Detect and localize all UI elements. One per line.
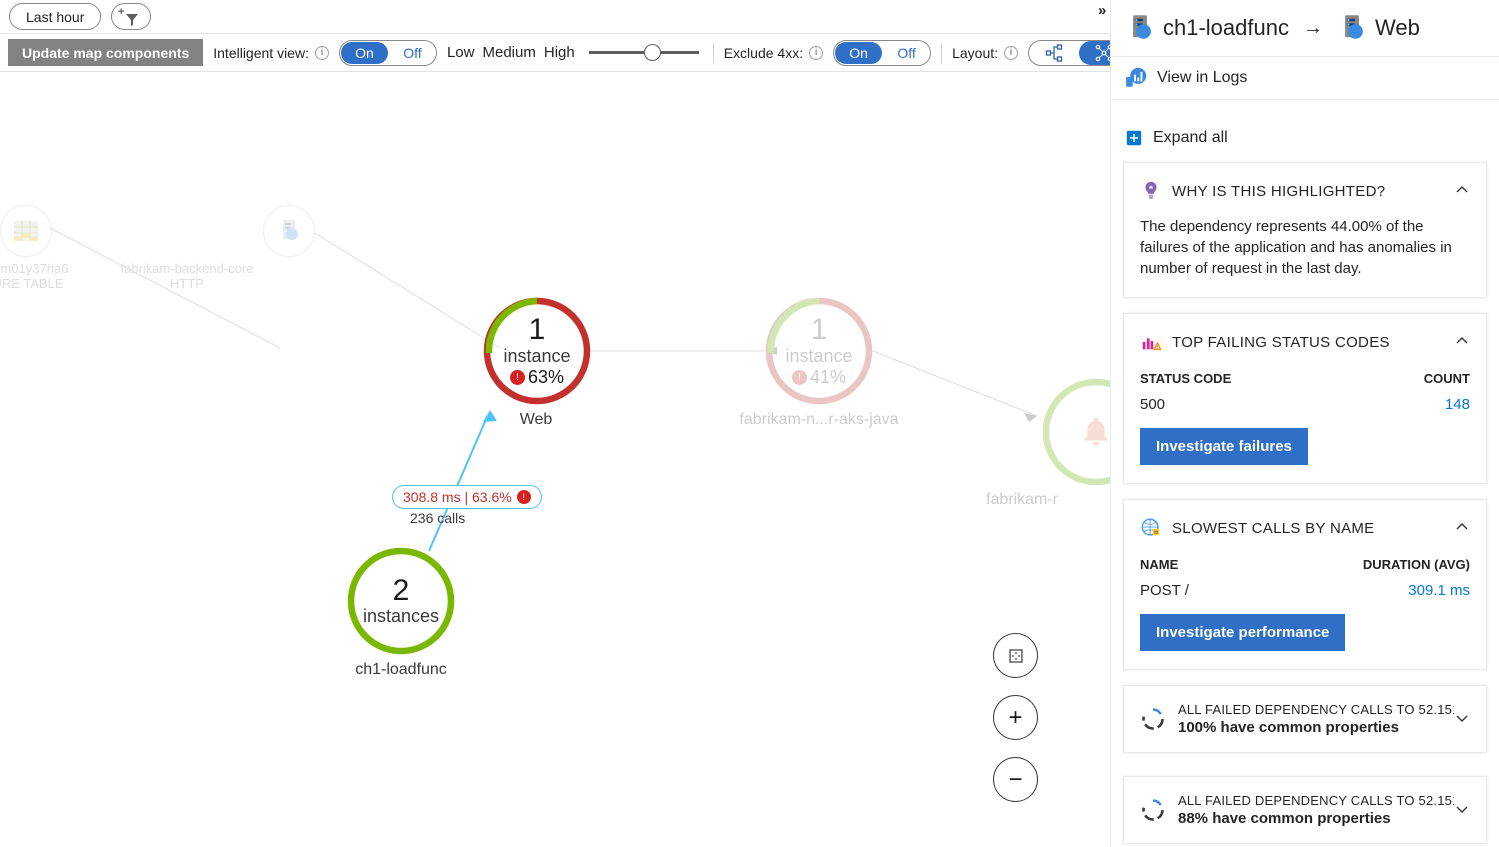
svg-text:+: +: [118, 6, 124, 18]
